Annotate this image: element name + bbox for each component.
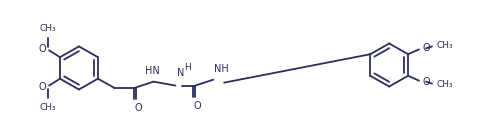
Text: O: O xyxy=(38,44,46,54)
Text: CH₃: CH₃ xyxy=(40,24,56,33)
Text: N: N xyxy=(177,68,185,78)
Text: O: O xyxy=(38,81,46,92)
Text: CH₃: CH₃ xyxy=(40,103,56,112)
Text: CH₃: CH₃ xyxy=(437,41,454,50)
Text: NH: NH xyxy=(214,64,229,74)
Text: O: O xyxy=(422,77,430,87)
Text: O: O xyxy=(422,43,430,53)
Text: CH₃: CH₃ xyxy=(437,80,454,89)
Text: O: O xyxy=(193,101,201,111)
Text: HN: HN xyxy=(145,66,160,76)
Text: H: H xyxy=(185,63,191,72)
Text: O: O xyxy=(135,103,142,113)
